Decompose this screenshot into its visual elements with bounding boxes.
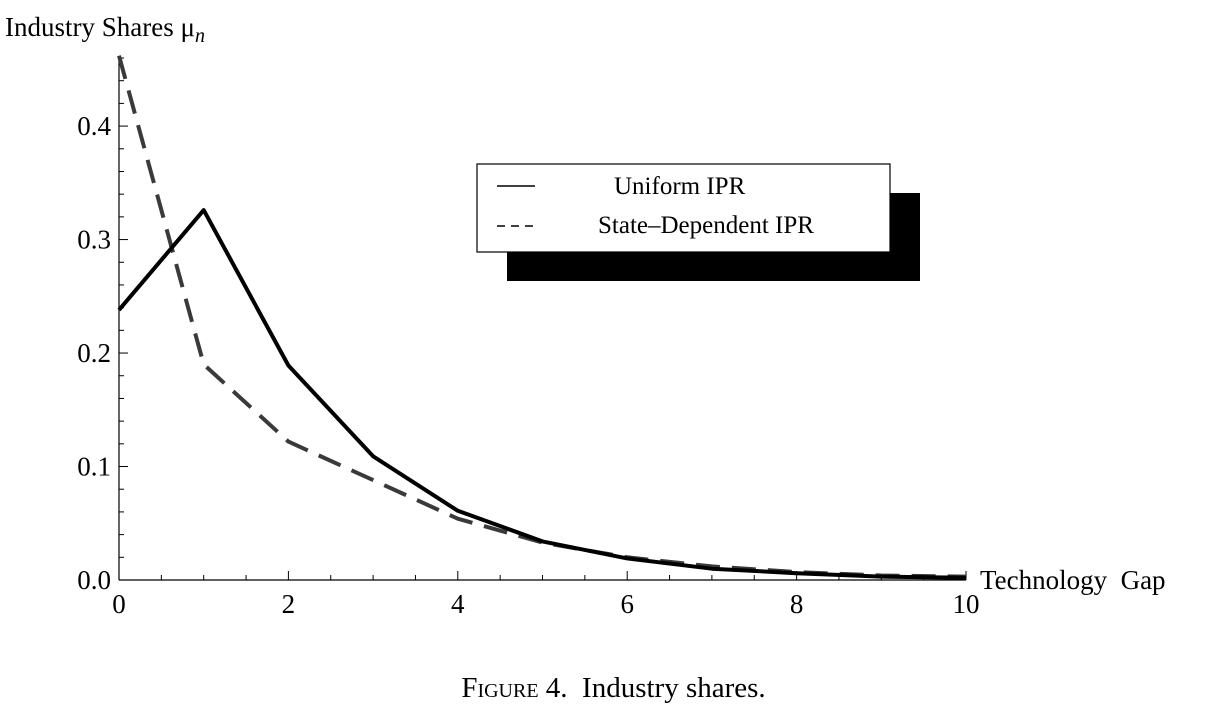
- legend-label-state-dependent: State–Dependent IPR: [598, 212, 814, 239]
- series-line-uniform-ipr: [117, 208, 967, 580]
- x-tick-label: 6: [620, 589, 634, 619]
- caption-text: Industry shares.: [582, 672, 766, 704]
- x-tick-label: 2: [282, 589, 296, 619]
- y-tick-label: 0.1: [77, 452, 111, 482]
- y-tick-label: 0.2: [77, 338, 111, 368]
- series-line-state-dependent-ipr: [117, 55, 967, 579]
- y-axis-label: Industry Shares μn: [5, 12, 205, 47]
- legend-label-uniform: Uniform IPR: [614, 173, 746, 200]
- x-tick-label: 8: [790, 589, 804, 619]
- y-tick-label: 0.3: [77, 225, 111, 255]
- legend: Uniform IPR State–Dependent IPR: [476, 163, 920, 281]
- x-tick-label: 4: [451, 589, 465, 619]
- series-lines: [117, 55, 967, 580]
- x-tick-label: 0: [112, 589, 126, 619]
- caption-number: 4.: [545, 672, 568, 704]
- x-tick-label: 10: [953, 589, 980, 619]
- x-axis-label: Technology Gap: [980, 565, 1166, 595]
- legend-box: [476, 163, 891, 253]
- y-tick-label: 0.4: [77, 111, 111, 141]
- axes: 0 2 4 6 8 10 0.0 0.1 0.2 0.3 0.4: [77, 57, 980, 619]
- y-tick-label: 0.0: [77, 565, 111, 595]
- figure-caption: Figure 4. Industry shares.: [0, 672, 1227, 705]
- caption-label: Figure: [461, 672, 539, 704]
